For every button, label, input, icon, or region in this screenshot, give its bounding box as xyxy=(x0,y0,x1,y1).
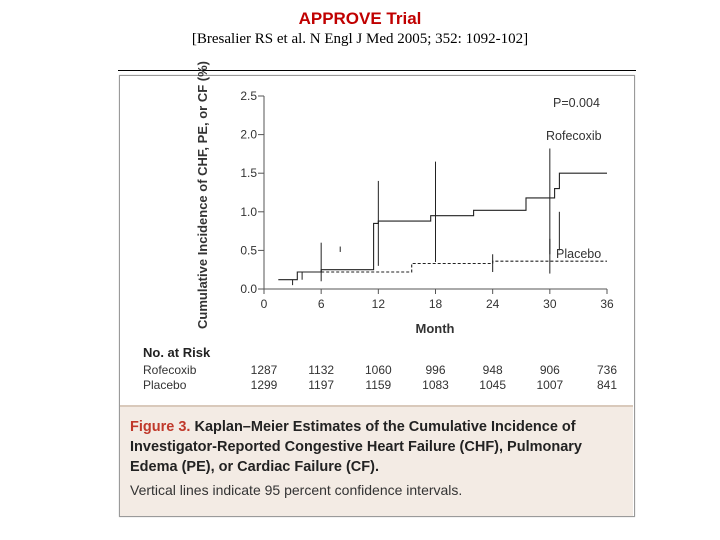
top-rule xyxy=(118,70,636,71)
risk-value-rofecoxib: 948 xyxy=(482,363,503,377)
risk-table-title: No. at Risk xyxy=(143,345,211,360)
risk-value-rofecoxib: 906 xyxy=(539,363,560,377)
risk-value-placebo: 1159 xyxy=(365,378,392,392)
chart-axes: 0.0 0.5 1.0 1.5 2.0 2.5 0 6 12 18 24 30 36 xyxy=(240,89,614,311)
y-tick-label: 0.5 xyxy=(240,243,257,257)
risk-value-placebo: 1083 xyxy=(422,378,449,392)
y-tick-label: 2.5 xyxy=(240,89,257,103)
risk-value-placebo: 1299 xyxy=(250,378,278,392)
risk-value-rofecoxib: 1060 xyxy=(364,363,392,377)
x-tick-label: 24 xyxy=(486,297,500,311)
placebo-step-line xyxy=(321,260,607,273)
caption-headline-text: Kaplan–Meier Estimates of the Cumulative… xyxy=(130,419,582,475)
risk-value-placebo: 1007 xyxy=(536,378,564,392)
rofecoxib-series-label: Rofecoxib xyxy=(546,129,602,143)
p-value-annotation: P=0.004 xyxy=(553,96,600,110)
slide-title: APPROVE Trial xyxy=(298,9,422,28)
figure-caption: Figure 3. Kaplan–Meier Estimates of the … xyxy=(120,405,633,516)
risk-value-placebo: 1045 xyxy=(479,378,506,392)
risk-value-placebo: 841 xyxy=(596,378,618,392)
y-tick-label: 1.0 xyxy=(240,205,257,219)
x-tick-label: 30 xyxy=(543,297,557,311)
x-tick-label: 12 xyxy=(372,297,386,311)
risk-row-label-placebo: Placebo xyxy=(143,378,187,392)
x-tick-label: 36 xyxy=(600,297,614,311)
citation: [Bresalier RS et al. N Engl J Med 2005; … xyxy=(191,31,529,47)
risk-value-rofecoxib: 1132 xyxy=(308,363,335,377)
y-tick-label: 1.5 xyxy=(240,166,257,180)
x-tick-label: 18 xyxy=(429,297,443,311)
rofecoxib-step-line xyxy=(278,172,607,281)
risk-value-placebo: 1197 xyxy=(308,378,335,392)
x-axis-label: Month xyxy=(416,321,455,336)
x-tick-label: 0 xyxy=(261,297,268,311)
risk-value-rofecoxib: 996 xyxy=(425,363,446,377)
risk-row-label-rofecoxib: Rofecoxib xyxy=(143,363,197,377)
caption-note: Vertical lines indicate 95 percent confi… xyxy=(130,482,463,498)
y-axis-label: Cumulative Incidence of CHF, PE, or CF (… xyxy=(195,61,210,329)
x-tick-label: 6 xyxy=(318,297,325,311)
caption-headline: Figure 3. Kaplan–Meier Estimates of the … xyxy=(130,417,625,477)
placebo-series-label: Placebo xyxy=(556,247,601,261)
risk-value-rofecoxib: 1287 xyxy=(250,363,278,377)
risk-value-rofecoxib: 736 xyxy=(596,363,618,377)
y-tick-label: 0.0 xyxy=(240,282,257,296)
chart-series xyxy=(278,148,607,286)
caption-figure-label: Figure 3. xyxy=(130,419,191,435)
y-tick-label: 2.0 xyxy=(240,128,257,142)
